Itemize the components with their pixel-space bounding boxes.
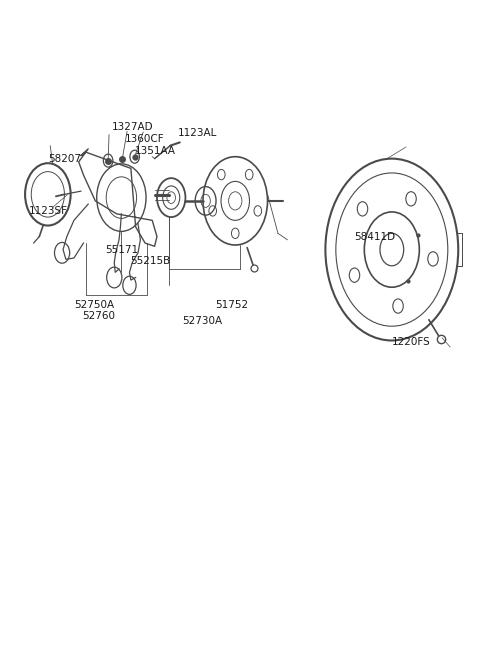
Text: 58207: 58207 [48, 154, 81, 164]
Text: 1123SF: 1123SF [29, 206, 68, 215]
Text: 55171: 55171 [105, 244, 138, 255]
Text: 55215B: 55215B [130, 256, 170, 266]
Text: 1220FS: 1220FS [392, 337, 431, 346]
Text: 1360CF: 1360CF [125, 134, 165, 144]
Text: 52760: 52760 [83, 311, 116, 321]
Text: 52730A: 52730A [182, 316, 222, 326]
Text: 1327AD: 1327AD [112, 122, 154, 132]
Text: 58411D: 58411D [354, 232, 395, 242]
Text: 51752: 51752 [216, 300, 249, 310]
Text: 52750A: 52750A [74, 300, 114, 310]
Text: 1351AA: 1351AA [135, 146, 176, 156]
Text: 1123AL: 1123AL [178, 128, 217, 138]
